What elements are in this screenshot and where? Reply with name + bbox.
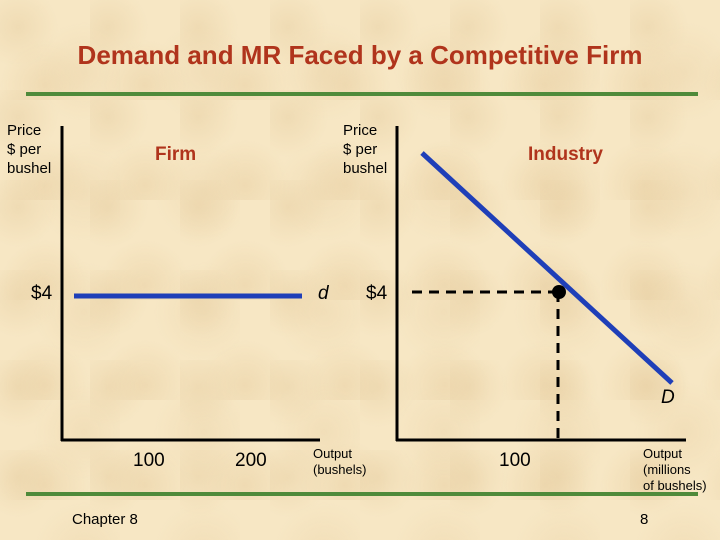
- industry-x-label-line-1: Output: [643, 446, 683, 461]
- industry-demand-label: D: [661, 387, 675, 408]
- footer-page-number: 8: [640, 511, 649, 528]
- firm-x-tick-200: 200: [235, 450, 267, 471]
- firm-panel-label: Firm: [155, 144, 197, 165]
- industry-panel-label: Industry: [528, 144, 603, 165]
- firm-x-label-line-1: Output: [313, 446, 353, 461]
- industry-x-label-line-3: of bushels): [643, 478, 707, 493]
- equilibrium-point: [552, 285, 566, 299]
- firm-x-label-line-2: (bushels): [313, 462, 367, 477]
- footer-divider: [26, 492, 698, 496]
- firm-y-label-line-3: bushel: [7, 160, 52, 177]
- industry-x-label-line-2: (millions: [643, 462, 691, 477]
- firm-x-axis-label: Output (bushels): [313, 446, 366, 478]
- industry-y-label-line-3: bushel: [343, 160, 388, 177]
- firm-price-label: $4: [31, 283, 53, 304]
- firm-y-label-line-1: Price: [7, 122, 42, 139]
- firm-demand-label: d: [318, 283, 329, 304]
- title-divider: [26, 92, 698, 96]
- firm-y-axis-label: Price $ per bushel: [7, 121, 51, 178]
- firm-y-label-line-2: $ per: [7, 141, 42, 158]
- slide-title: Demand and MR Faced by a Competitive Fir…: [77, 40, 643, 70]
- firm-x-tick-100: 100: [133, 450, 165, 471]
- industry-y-label-line-2: $ per: [343, 141, 378, 158]
- industry-price-label: $4: [366, 283, 388, 304]
- footer-chapter: Chapter 8: [72, 511, 138, 528]
- industry-x-tick-100: 100: [499, 450, 531, 471]
- industry-y-axis-label: Price $ per bushel: [343, 121, 387, 178]
- industry-y-label-line-1: Price: [343, 122, 378, 139]
- industry-demand-line: [420, 151, 674, 385]
- industry-x-axis-label: Output (millions of bushels): [643, 446, 707, 494]
